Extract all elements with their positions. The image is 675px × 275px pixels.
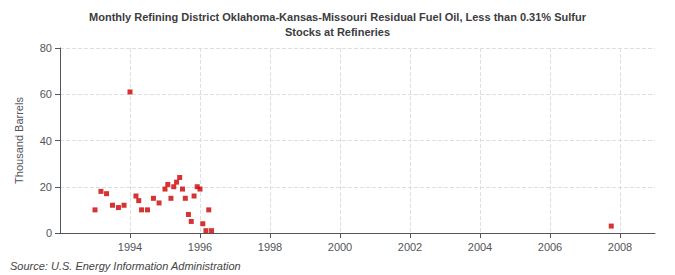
svg-text:Stocks at Refineries: Stocks at Refineries bbox=[285, 26, 390, 38]
svg-text:2006: 2006 bbox=[538, 241, 562, 253]
svg-text:1996: 1996 bbox=[188, 241, 212, 253]
svg-text:40: 40 bbox=[40, 135, 52, 147]
svg-text:Source: U.S. Energy Informatio: Source: U.S. Energy Information Administ… bbox=[10, 260, 241, 272]
svg-text:60: 60 bbox=[40, 88, 52, 100]
svg-text:2008: 2008 bbox=[608, 241, 632, 253]
svg-text:80: 80 bbox=[40, 42, 52, 54]
svg-text:Thousand Barrels: Thousand Barrels bbox=[13, 97, 25, 184]
svg-text:1998: 1998 bbox=[258, 241, 282, 253]
svg-text:2004: 2004 bbox=[468, 241, 492, 253]
svg-text:2000: 2000 bbox=[328, 241, 352, 253]
svg-text:0: 0 bbox=[46, 227, 52, 239]
svg-text:20: 20 bbox=[40, 181, 52, 193]
svg-text:1994: 1994 bbox=[118, 241, 142, 253]
svg-text:Monthly Refining District Okla: Monthly Refining District Oklahoma-Kansa… bbox=[89, 11, 587, 23]
svg-text:2002: 2002 bbox=[398, 241, 422, 253]
